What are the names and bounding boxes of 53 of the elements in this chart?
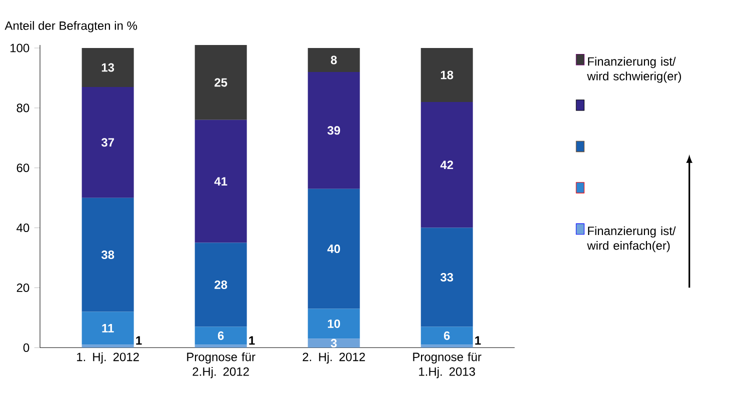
bar (82, 48, 134, 87)
data-label: 6 (218, 331, 224, 340)
bar (308, 72, 360, 189)
data-label: 39 (327, 126, 340, 135)
legend-label: Finanzierung ist/ wird schwierig(er) (587, 56, 682, 83)
data-label: 18 (440, 70, 454, 80)
x-tick-label: Prognose für 1.Hj. 2013 (413, 352, 482, 378)
bar (194, 45, 247, 120)
bar (420, 228, 473, 327)
data-label: 41 (214, 177, 228, 186)
bar (82, 198, 134, 312)
bar (194, 326, 247, 345)
x-tick-label: Prognose für 2.Hj. 2012 (187, 352, 256, 378)
bar (194, 120, 247, 243)
data-label: 33 (440, 272, 454, 282)
y-tick-label: 40 (16, 224, 30, 232)
bar (82, 344, 134, 348)
legend-label: Finanzierung ist/ wird einfach(er) (587, 226, 676, 252)
data-label: 37 (101, 138, 114, 147)
bar (420, 326, 473, 345)
data-label: 11 (102, 324, 114, 332)
data-label: 10 (328, 319, 340, 328)
data-label: 42 (440, 160, 454, 170)
data-label: 25 (214, 78, 228, 87)
data-label: 6 (444, 331, 450, 340)
data-label: 28 (214, 280, 228, 289)
y-tick-label: 60 (16, 164, 30, 172)
bar (82, 86, 134, 198)
data-label: 38 (101, 250, 114, 260)
bar (420, 48, 473, 102)
y-tick-label: 80 (16, 104, 30, 112)
y-tick-label: 100 (10, 44, 30, 52)
data-label: 13 (102, 63, 114, 72)
data-label: 8 (330, 56, 337, 64)
bar (82, 312, 134, 345)
bar (420, 344, 473, 348)
x-tick-label: 1. Hj. 2012 (77, 352, 139, 364)
data-label: 40 (327, 244, 340, 254)
x-tick-label: 2. Hj. 2012 (302, 352, 365, 364)
data-label: 1 (475, 336, 481, 345)
bar (308, 48, 360, 72)
bar (308, 308, 360, 339)
bar (194, 242, 247, 327)
data-label: 1 (136, 336, 142, 345)
bar (308, 188, 360, 309)
bar (194, 344, 247, 348)
bar (308, 338, 360, 348)
data-label: 3 (330, 338, 337, 348)
y-tick-label: 0 (23, 343, 30, 352)
y-axis-title: Anteil der Befragten in % (4, 21, 138, 32)
y-tick-label: 20 (16, 283, 30, 292)
bar (420, 102, 473, 228)
data-label: 1 (249, 336, 255, 345)
